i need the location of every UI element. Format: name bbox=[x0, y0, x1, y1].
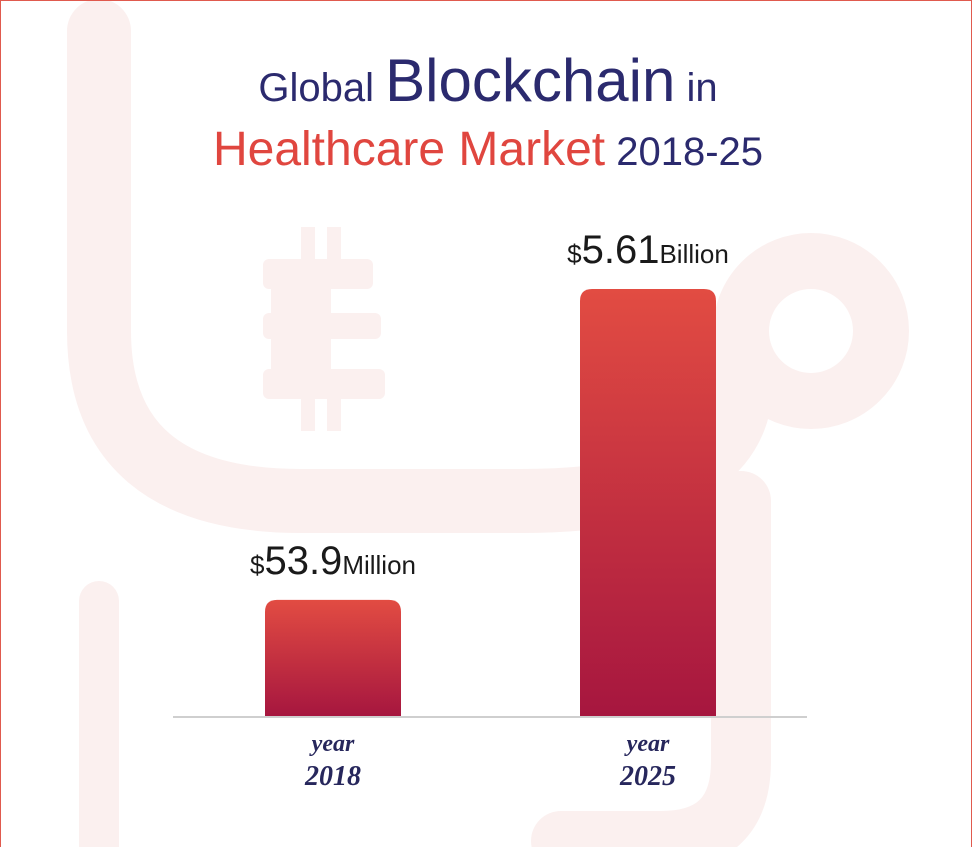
category-prefix-2025: year bbox=[624, 731, 670, 757]
category-prefix-2018: year bbox=[309, 731, 355, 757]
value-number: 5.61 bbox=[582, 228, 660, 272]
title-word-global: Global bbox=[258, 66, 375, 110]
chart-title-line1: Global Blockchain in bbox=[1, 47, 971, 120]
value-label-2018: $53.9Million bbox=[250, 539, 416, 583]
stethoscope-icon bbox=[67, 1, 773, 533]
bitcoin-icon bbox=[263, 227, 385, 431]
bar-2018 bbox=[265, 599, 401, 716]
value-label-2025: $5.61Billion bbox=[567, 228, 729, 272]
category-label-2018: 2018 bbox=[304, 761, 361, 792]
value-currency: $ bbox=[567, 239, 582, 269]
bar-2025 bbox=[580, 289, 716, 716]
title-word-blockchain: Blockchain bbox=[385, 47, 676, 114]
title-healthcare-market: Healthcare Market bbox=[212, 123, 606, 176]
value-unit: Billion bbox=[659, 239, 728, 269]
chart-title-line2: Healthcare Market 2018-25 bbox=[1, 119, 971, 183]
value-currency: $ bbox=[250, 550, 265, 580]
title-word-in: in bbox=[686, 66, 718, 110]
value-unit: Million bbox=[342, 550, 416, 580]
title-years: 2018-25 bbox=[616, 130, 764, 174]
value-number: 53.9 bbox=[264, 539, 342, 583]
category-label-2025: 2025 bbox=[619, 761, 676, 792]
